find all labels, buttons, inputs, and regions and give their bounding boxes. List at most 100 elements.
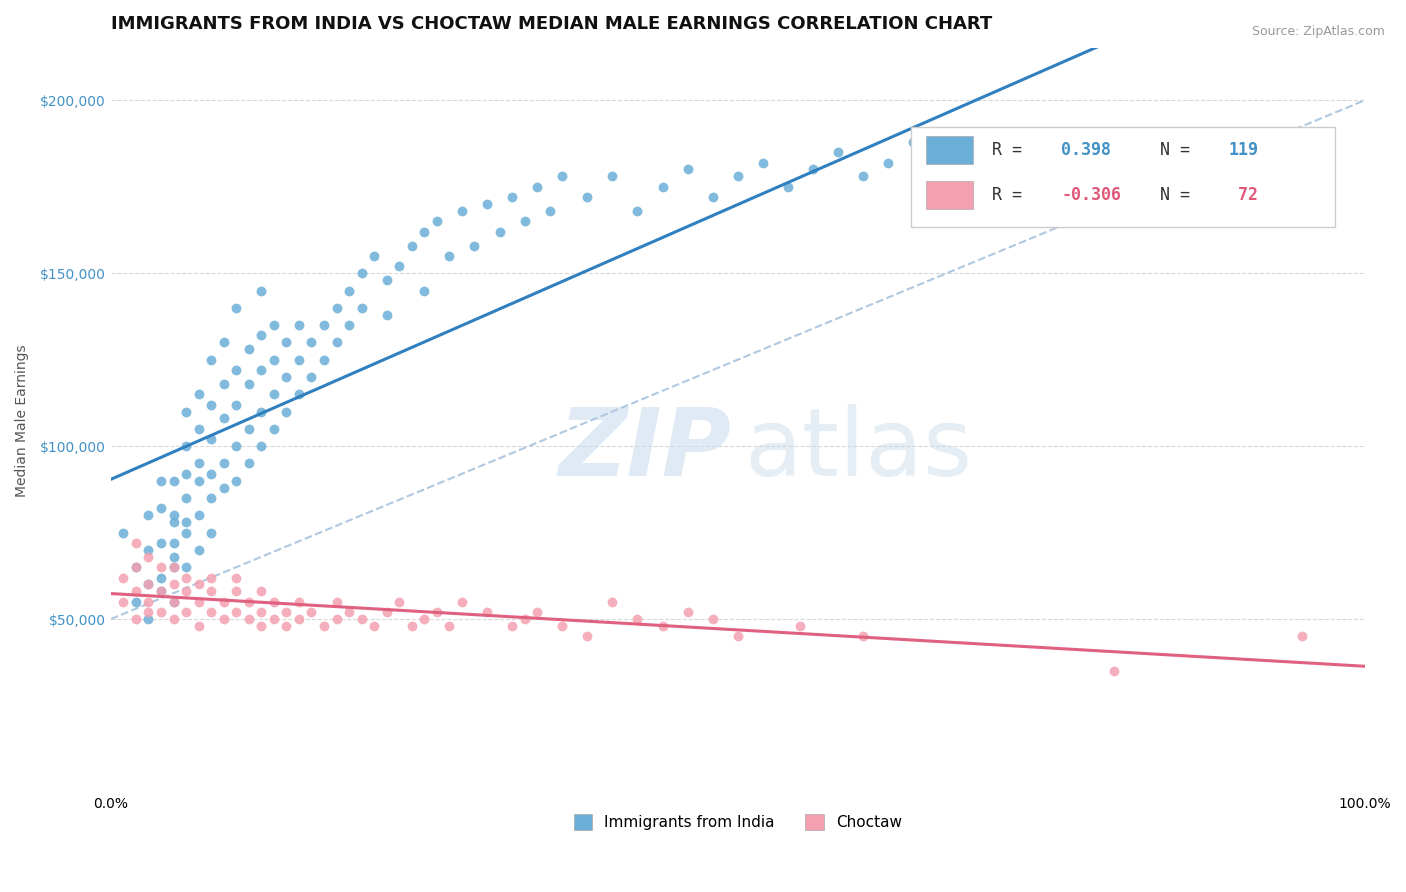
Point — [463, 238, 485, 252]
Point — [651, 619, 673, 633]
Point — [776, 179, 799, 194]
Point — [276, 605, 298, 619]
Point — [426, 214, 449, 228]
Point — [626, 612, 648, 626]
Point — [263, 387, 285, 401]
Point — [501, 190, 523, 204]
Point — [1291, 629, 1313, 643]
Point — [852, 629, 875, 643]
FancyBboxPatch shape — [925, 136, 973, 164]
Point — [250, 363, 273, 377]
Point — [138, 577, 160, 591]
Point — [977, 145, 1000, 160]
Point — [350, 612, 373, 626]
Point — [513, 612, 536, 626]
Point — [225, 398, 247, 412]
Point — [602, 169, 624, 184]
Point — [602, 595, 624, 609]
Point — [200, 525, 222, 540]
Point — [250, 284, 273, 298]
Text: R =: R = — [993, 186, 1032, 204]
Text: IMMIGRANTS FROM INDIA VS CHOCTAW MEDIAN MALE EARNINGS CORRELATION CHART: IMMIGRANTS FROM INDIA VS CHOCTAW MEDIAN … — [111, 15, 993, 33]
Point — [1153, 128, 1175, 142]
Point — [877, 155, 900, 169]
Point — [125, 612, 148, 626]
Point — [626, 204, 648, 219]
Point — [676, 605, 699, 619]
Point — [162, 612, 184, 626]
Point — [200, 467, 222, 481]
Point — [138, 549, 160, 564]
Point — [413, 225, 436, 239]
Point — [250, 439, 273, 453]
Point — [112, 595, 135, 609]
Point — [138, 508, 160, 523]
Point — [1102, 664, 1125, 678]
Point — [200, 605, 222, 619]
Point — [250, 328, 273, 343]
Point — [250, 619, 273, 633]
Point — [150, 584, 173, 599]
Point — [138, 577, 160, 591]
Text: N =: N = — [1140, 186, 1201, 204]
Point — [337, 318, 360, 332]
Point — [325, 301, 347, 315]
Point — [439, 619, 461, 633]
Point — [162, 595, 184, 609]
Point — [125, 536, 148, 550]
Legend: Immigrants from India, Choctaw: Immigrants from India, Choctaw — [568, 808, 908, 837]
Point — [325, 335, 347, 350]
Point — [187, 422, 209, 436]
Point — [702, 612, 724, 626]
Point — [388, 260, 411, 274]
Point — [488, 225, 510, 239]
Point — [200, 491, 222, 505]
Point — [301, 335, 323, 350]
Point — [187, 577, 209, 591]
Point — [1102, 135, 1125, 149]
Point — [325, 612, 347, 626]
Point — [375, 273, 398, 287]
Point — [288, 612, 311, 626]
Point — [263, 318, 285, 332]
Point — [276, 335, 298, 350]
Point — [513, 214, 536, 228]
Point — [363, 249, 385, 263]
Point — [138, 612, 160, 626]
Point — [138, 542, 160, 557]
Point — [225, 605, 247, 619]
Point — [1028, 162, 1050, 177]
Point — [162, 560, 184, 574]
Point — [526, 605, 548, 619]
Text: 119: 119 — [1227, 141, 1258, 160]
Point — [551, 169, 574, 184]
Point — [200, 352, 222, 367]
Text: N =: N = — [1140, 141, 1201, 160]
Point — [162, 577, 184, 591]
Point — [174, 525, 197, 540]
Point — [551, 619, 574, 633]
Point — [212, 481, 235, 495]
Point — [138, 605, 160, 619]
Point — [187, 595, 209, 609]
Point — [1053, 145, 1076, 160]
Point — [288, 318, 311, 332]
Point — [225, 474, 247, 488]
Point — [174, 515, 197, 529]
Point — [238, 343, 260, 357]
Point — [263, 595, 285, 609]
Point — [225, 363, 247, 377]
Point — [125, 595, 148, 609]
Point — [174, 605, 197, 619]
Point — [150, 474, 173, 488]
Point — [350, 301, 373, 315]
Text: -0.306: -0.306 — [1062, 186, 1121, 204]
Point — [187, 474, 209, 488]
Point — [312, 318, 335, 332]
Point — [451, 204, 474, 219]
Point — [538, 204, 561, 219]
Point — [125, 584, 148, 599]
Point — [162, 560, 184, 574]
Point — [375, 308, 398, 322]
Point — [350, 266, 373, 280]
